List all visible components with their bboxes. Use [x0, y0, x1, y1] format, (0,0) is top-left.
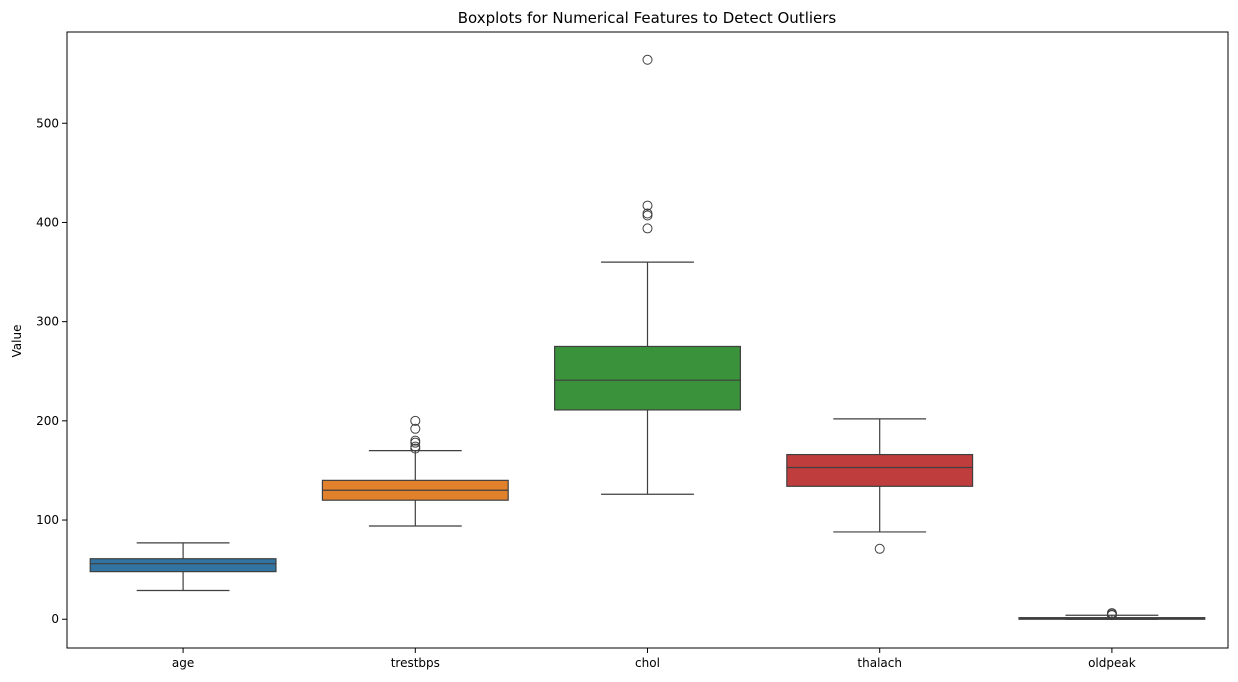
box-thalach [786, 418, 974, 554]
outlier-point [410, 423, 421, 434]
y-tick-label: 400 [36, 215, 59, 229]
box-iqr [89, 558, 277, 573]
outlier-point [874, 543, 885, 554]
outlier-point [410, 437, 421, 448]
outlier-point [642, 200, 653, 211]
y-tick-label: 100 [36, 513, 59, 527]
box-chol [554, 54, 741, 495]
plot-area [89, 54, 1206, 621]
outlier-point [410, 435, 421, 446]
y-tick-label: 0 [51, 612, 59, 626]
x-tick-label-trestbps: trestbps [391, 656, 440, 670]
box-age [89, 542, 277, 592]
y-axis-label: Value [10, 325, 24, 358]
outlier-point [642, 210, 653, 221]
y-tick-label: 200 [36, 414, 59, 428]
outlier-point [642, 208, 653, 219]
box-iqr [786, 453, 974, 487]
y-tick-label: 500 [36, 116, 59, 130]
outlier-point [410, 441, 421, 452]
x-tick-label-chol: chol [635, 656, 660, 670]
x-tick-label-age: age [172, 656, 194, 670]
x-tick-label-thalach: thalach [857, 656, 902, 670]
box-trestbps [321, 415, 509, 527]
outlier-point [642, 223, 653, 234]
box-oldpeak [1018, 608, 1206, 621]
chart-title: Boxplots for Numerical Features to Detec… [458, 9, 837, 27]
outlier-point [410, 415, 421, 426]
x-tick-label-oldpeak: oldpeak [1088, 656, 1136, 670]
box-iqr [554, 345, 741, 411]
outlier-point [1106, 608, 1117, 619]
outlier-point [642, 54, 653, 65]
y-tick-label: 300 [36, 315, 59, 329]
